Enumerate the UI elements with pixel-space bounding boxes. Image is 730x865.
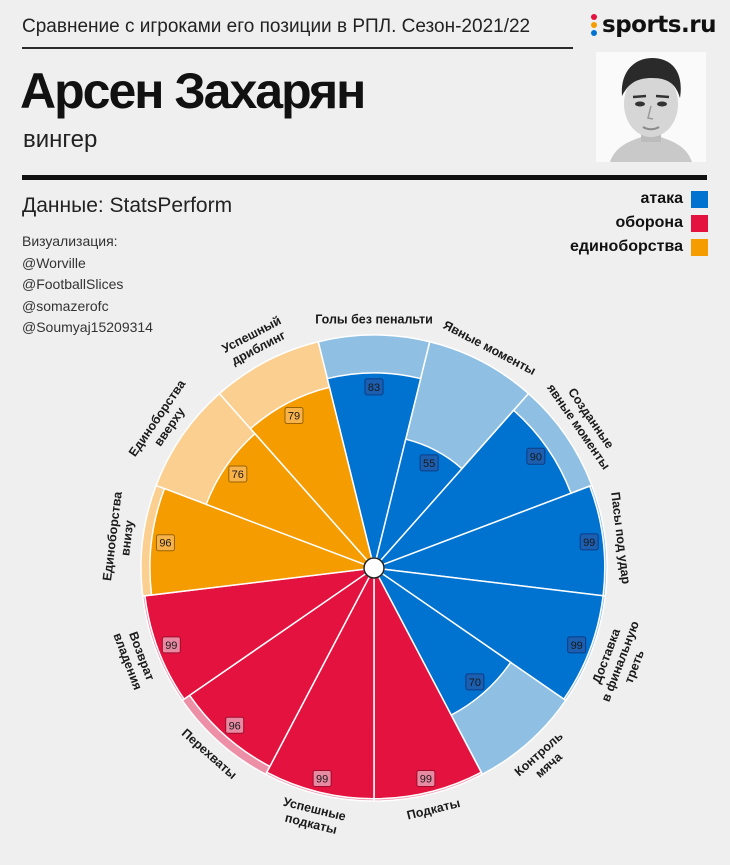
legend-label: оборона: [615, 214, 683, 231]
chart-subtitle: Сравнение с игроками его позиции в РПЛ. …: [22, 16, 531, 37]
credit-handle[interactable]: @somazerofc: [22, 297, 109, 314]
value-label: 96: [229, 720, 241, 732]
category-label-line: Голы без пенальти: [315, 312, 433, 326]
value-badge: [228, 465, 248, 483]
value-label: 76: [232, 469, 244, 481]
player-role: вингер: [23, 126, 98, 153]
value-label: 99: [316, 773, 328, 785]
category-label-line: Пасы под удар: [608, 491, 633, 585]
legend-item-defense: оборона: [615, 214, 708, 232]
legend-swatch: [691, 190, 708, 208]
logo-dots-icon: [590, 14, 598, 36]
legend-swatch: [691, 214, 708, 232]
category-label: Пасы под удар: [608, 491, 633, 585]
legend-swatch: [691, 238, 708, 256]
value-badge: [419, 454, 439, 472]
legend-label: единоборства: [569, 238, 683, 255]
value-label: 79: [288, 411, 300, 423]
value-badge: [312, 769, 332, 787]
legend-item-attack: атака: [640, 190, 708, 208]
value-badge: [284, 407, 304, 425]
credit-handle[interactable]: @Soumyaj15209314: [22, 319, 153, 335]
credit-handle[interactable]: @Worville: [22, 254, 86, 271]
value-label: 83: [368, 382, 380, 394]
data-source: Данные: StatsPerform: [22, 194, 233, 217]
top-divider: [22, 47, 573, 49]
header-divider: [22, 175, 707, 180]
credits-heading: Визуализация:: [22, 233, 118, 249]
legend-item-duels: единоборства: [570, 238, 708, 256]
legend-label: атака: [640, 190, 683, 207]
center-hole: [363, 557, 385, 579]
value-label: 99: [420, 773, 432, 785]
value-badge: [579, 533, 599, 551]
player-photo: [596, 52, 706, 162]
credit-handle[interactable]: @FootballSlices: [22, 276, 124, 292]
value-badge: [225, 716, 245, 734]
value-label: 99: [571, 640, 583, 652]
player-name: Арсен Захарян: [20, 63, 366, 119]
value-label: 99: [583, 537, 595, 549]
value-label: 90: [530, 451, 542, 463]
category-label-line: Подкаты: [405, 796, 461, 823]
value-badge: [161, 636, 181, 654]
category-label: Подкаты: [405, 796, 461, 823]
value-badge: [416, 769, 436, 787]
sports-ru-logo[interactable]: sports.ru: [590, 12, 716, 38]
value-label: 99: [165, 640, 177, 652]
value-badge: [465, 673, 485, 691]
value-badge: [155, 534, 175, 552]
logo-text: sports.ru: [602, 12, 716, 38]
value-badge: [526, 447, 546, 465]
value-label: 70: [469, 677, 481, 689]
value-label: 96: [159, 538, 171, 550]
value-badge: [567, 636, 587, 654]
legend: атака оборона единоборства: [570, 190, 708, 256]
credits: Визуализация: @Worville @FootballSlices …: [22, 231, 153, 339]
value-badge: [364, 378, 384, 396]
category-label: Голы без пенальти: [315, 312, 433, 326]
category-label-line: внизу: [118, 519, 136, 556]
value-label: 55: [423, 458, 435, 470]
